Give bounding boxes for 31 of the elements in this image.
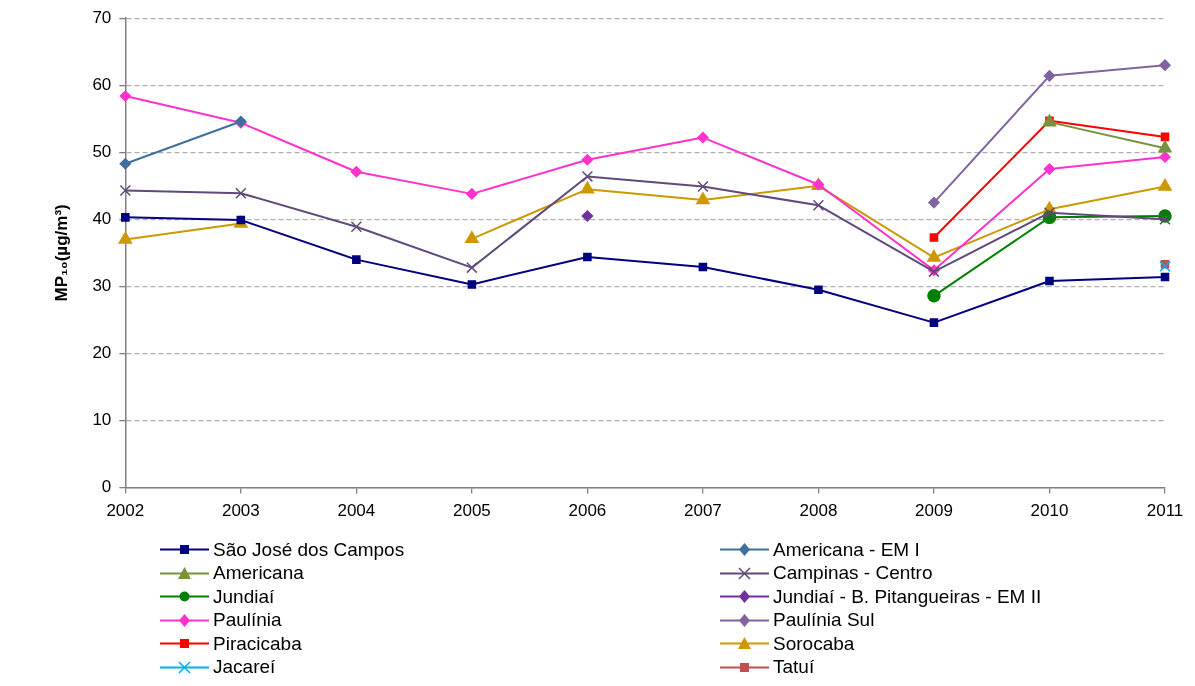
y-tick-label: 20 xyxy=(92,343,112,363)
x-tick-label: 2007 xyxy=(684,501,722,521)
x-tick-label: 2004 xyxy=(337,501,376,521)
legend-label: Jundiaí xyxy=(213,585,275,608)
x-tick-label: 2008 xyxy=(799,501,838,521)
y-tick-label: 50 xyxy=(92,142,112,161)
y-tick-label: 60 xyxy=(92,74,112,94)
legend-label: Piracicaba xyxy=(213,632,302,655)
y-axis-title: MP₁₀(µg/m³) xyxy=(51,204,71,302)
legend-label: Jundiaí - B. Pitangueiras - EM II xyxy=(773,585,1042,608)
legend-label: Americana xyxy=(213,562,304,585)
x-tick-label: 2009 xyxy=(915,501,953,521)
x-tick-label: 2002 xyxy=(106,501,145,521)
legend-label: Paulínia Sul xyxy=(773,609,875,632)
y-tick-label: 70 xyxy=(92,7,112,27)
legend-label: Tatuí xyxy=(773,656,815,679)
y-tick-label: 0 xyxy=(101,477,112,497)
x-tick-label: 2005 xyxy=(452,501,491,521)
y-tick-label: 40 xyxy=(92,209,112,229)
y-tick-label: 30 xyxy=(92,276,112,296)
legend-label: Americana - EM I xyxy=(773,538,920,561)
x-tick-label: 2003 xyxy=(221,501,260,521)
legend-label: Paulínia xyxy=(213,609,282,632)
y-tick-label: 10 xyxy=(92,410,112,430)
x-tick-label: 2006 xyxy=(568,501,607,521)
legend-label: Jacareí xyxy=(213,656,276,679)
legend-label: Campinas - Centro xyxy=(773,562,933,585)
x-tick-label: 2010 xyxy=(1030,501,1069,521)
legend-label: Sorocaba xyxy=(773,632,855,655)
x-tick-label: 2011 xyxy=(1146,501,1184,521)
legend-label: São José dos Campos xyxy=(213,538,405,561)
